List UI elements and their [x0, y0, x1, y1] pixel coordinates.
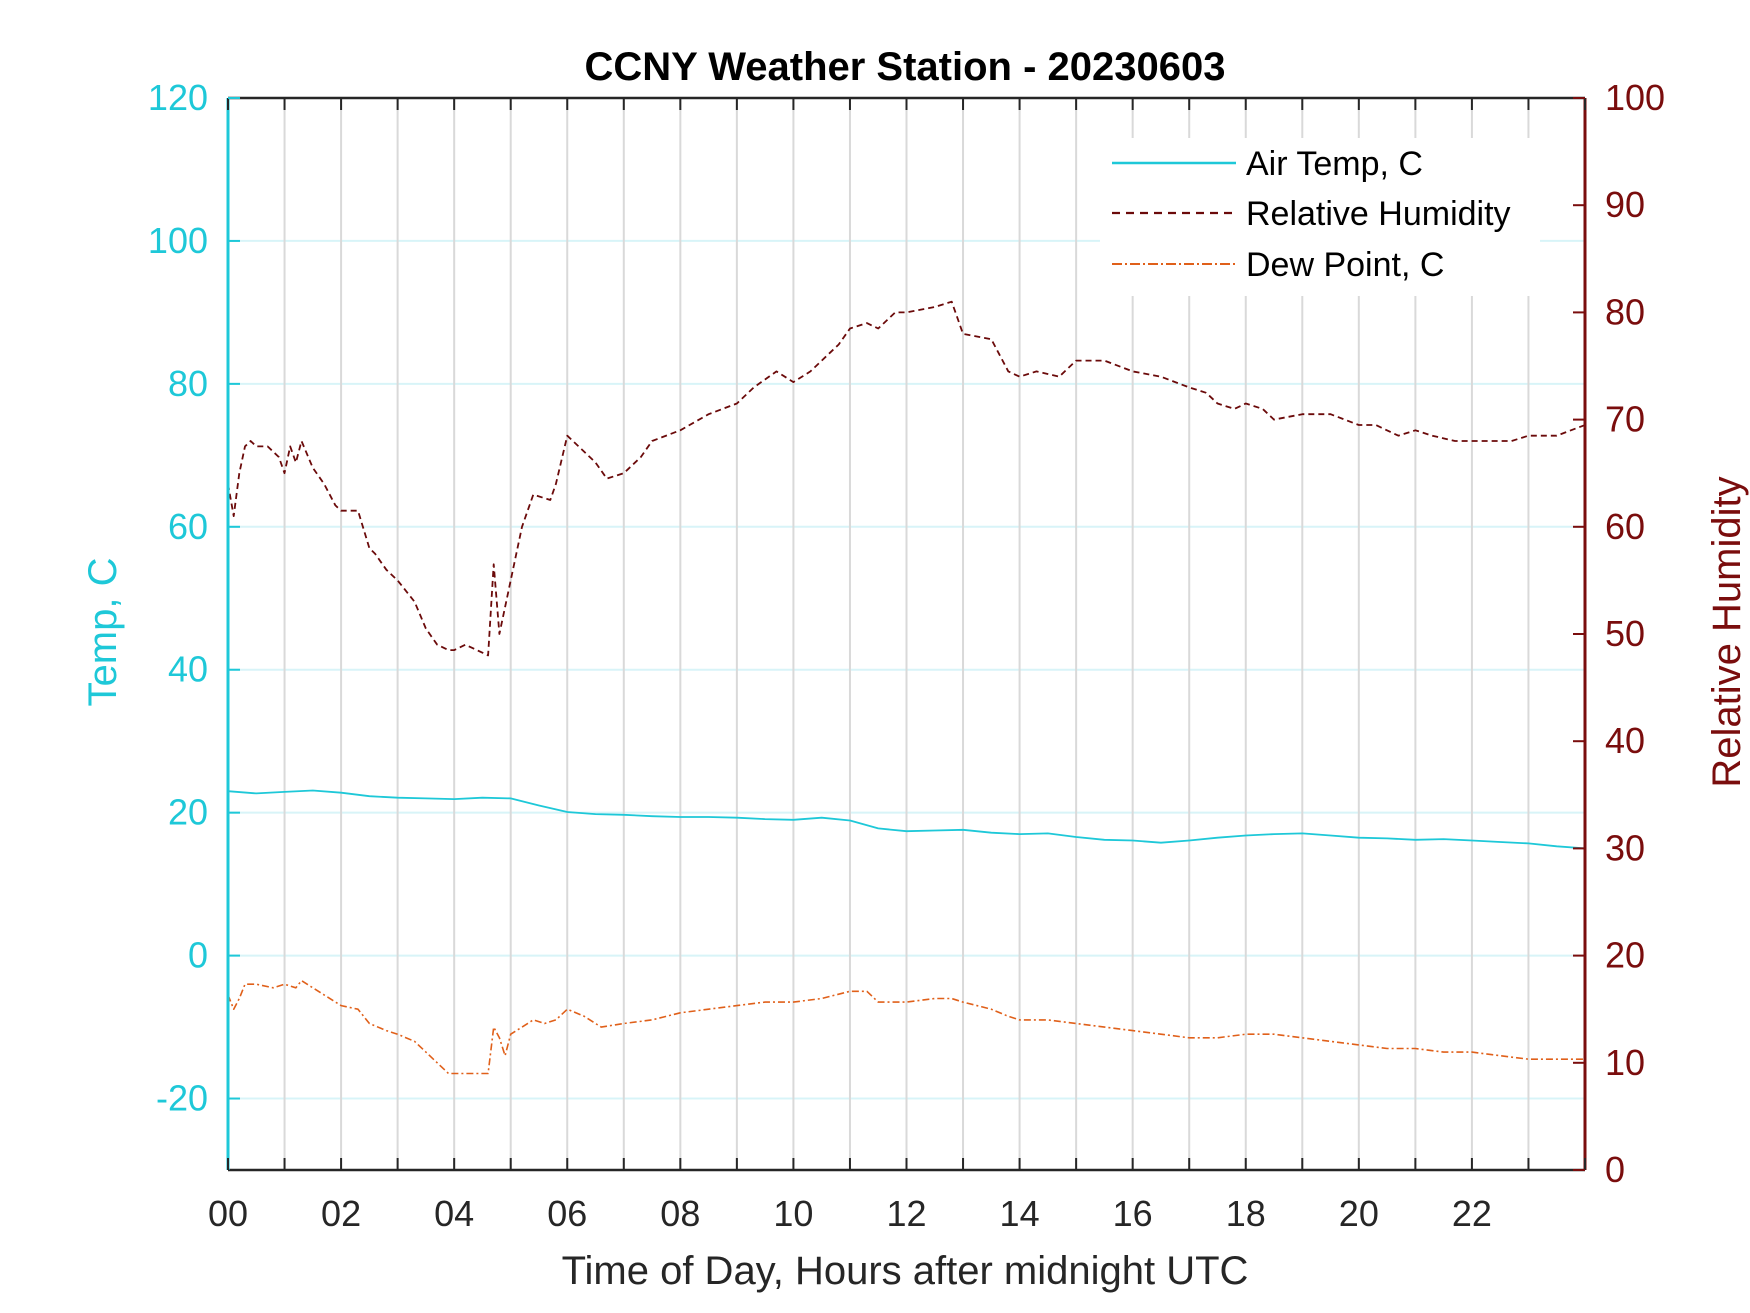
- tick-labels: -200204060801001200102030405060708090100…: [148, 77, 1665, 1234]
- y-right-tick-label: 50: [1605, 613, 1645, 654]
- y-right-tick-label: 40: [1605, 720, 1645, 761]
- x-tick-label: 16: [1113, 1193, 1153, 1234]
- y-right-tick-label: 100: [1605, 77, 1665, 118]
- y-left-tick-label: 80: [168, 363, 208, 404]
- y-right-tick-label: 30: [1605, 827, 1645, 868]
- y-right-tick-label: 10: [1605, 1042, 1645, 1083]
- y-left-tick-label: -20: [156, 1078, 208, 1119]
- series-line-air-temp: [227, 789, 1586, 850]
- y-left-tick-label: 60: [168, 506, 208, 547]
- grid: [228, 97, 1585, 1170]
- series-lines: [227, 300, 1586, 1075]
- x-tick-label: 06: [547, 1193, 587, 1234]
- y-left-tick-label: 0: [188, 935, 208, 976]
- y-right-tick-label: 0: [1605, 1149, 1625, 1190]
- y-left-tick-label: 120: [148, 77, 208, 118]
- x-tick-label: 10: [773, 1193, 813, 1234]
- legend-label-relative-humidity: Relative Humidity: [1246, 195, 1511, 233]
- x-tick-label: 02: [321, 1193, 361, 1234]
- y-right-tick-label: 80: [1605, 291, 1645, 332]
- y-right-tick-label: 70: [1605, 399, 1645, 440]
- x-tick-label: 00: [208, 1193, 248, 1234]
- axes: [226, 96, 1587, 1172]
- y-right-tick-label: 20: [1605, 935, 1645, 976]
- legend-box: [1100, 138, 1540, 296]
- x-tick-label: 22: [1452, 1193, 1492, 1234]
- series-line-dew-point: [227, 979, 1585, 1075]
- y-left-tick-label: 100: [148, 220, 208, 261]
- y-left-tick-label: 40: [168, 649, 208, 690]
- series-line-relative-humidity: [227, 300, 1586, 657]
- x-tick-label: 12: [886, 1193, 926, 1234]
- y-left-tick-label: 20: [168, 792, 208, 833]
- legend: Air Temp, C Relative Humidity Dew Point,…: [1100, 138, 1540, 296]
- x-tick-label: 14: [1000, 1193, 1040, 1234]
- y-axis-left-label: Temp, C: [81, 558, 125, 707]
- y-axis-right-label: Relative Humidity: [1705, 476, 1749, 787]
- x-tick-label: 08: [660, 1193, 700, 1234]
- x-axis-label: Time of Day, Hours after midnight UTC: [562, 1249, 1249, 1293]
- legend-label-dew-point: Dew Point, C: [1246, 246, 1444, 284]
- x-tick-label: 18: [1226, 1193, 1266, 1234]
- y-right-tick-label: 90: [1605, 184, 1645, 225]
- chart-title: CCNY Weather Station - 20230603: [585, 45, 1226, 89]
- legend-label-air-temp: Air Temp, C: [1246, 145, 1423, 183]
- x-tick-label: 04: [434, 1193, 474, 1234]
- y-right-tick-label: 60: [1605, 506, 1645, 547]
- x-tick-label: 20: [1339, 1193, 1379, 1234]
